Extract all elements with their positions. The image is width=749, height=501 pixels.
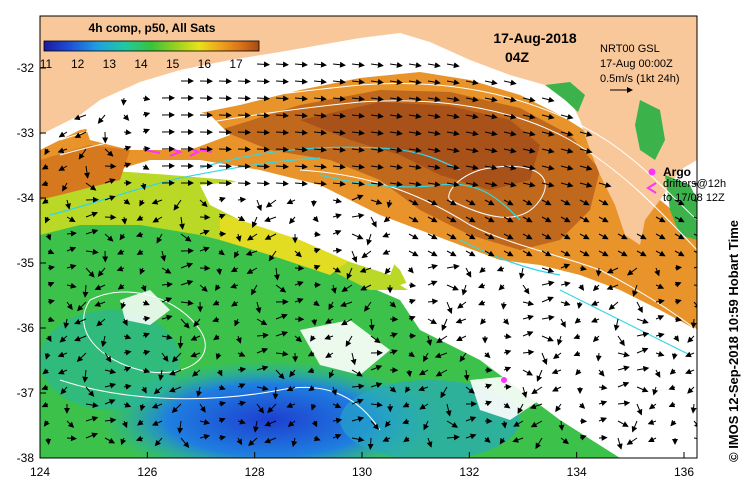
current-vector xyxy=(257,166,269,167)
current-vector xyxy=(238,132,250,133)
y-tick-label: -35 xyxy=(17,256,35,270)
x-tick-label: 128 xyxy=(245,465,265,479)
y-tick-label: -34 xyxy=(17,191,35,205)
y-tick-label: -38 xyxy=(17,451,35,465)
current-vector xyxy=(238,183,250,184)
colorbar-tick-label: 13 xyxy=(103,57,117,71)
colorbar-tick-label: 11 xyxy=(40,57,53,71)
y-tick-label: -32 xyxy=(17,61,35,75)
colorbar-tick-label: 16 xyxy=(198,57,212,71)
info-model: NRT00 GSL xyxy=(600,43,660,55)
current-vector xyxy=(143,148,149,149)
colorbar-gradient xyxy=(44,41,259,51)
x-tick-label: 130 xyxy=(352,465,372,479)
current-vector xyxy=(257,183,269,184)
current-vector xyxy=(598,268,599,276)
drifter-legend-to: to 17/08 12Z xyxy=(663,192,725,204)
argo-float-marker xyxy=(501,377,507,383)
current-vector xyxy=(370,438,371,449)
current-vector xyxy=(238,81,250,82)
current-vector xyxy=(503,302,504,309)
y-tick-label: -37 xyxy=(17,386,35,400)
current-vector xyxy=(238,149,250,150)
info-scale: 0.5m/s (1kt 24h) xyxy=(600,73,679,85)
argo-legend-label: Argo xyxy=(663,165,691,179)
x-tick-label: 126 xyxy=(137,465,157,479)
x-tick-label: 134 xyxy=(567,465,587,479)
current-vector xyxy=(675,267,681,268)
current-vector xyxy=(238,166,250,167)
current-vector xyxy=(238,98,250,99)
current-vector xyxy=(257,149,269,150)
y-tick-label: -36 xyxy=(17,321,35,335)
current-vector xyxy=(257,115,269,116)
plot-area xyxy=(40,16,697,480)
map-time: 04Z xyxy=(505,49,530,65)
argo-legend-marker xyxy=(649,169,656,176)
colorbar-tick-label: 14 xyxy=(134,57,148,71)
x-tick-label: 136 xyxy=(674,465,694,479)
info-valid-time: 17-Aug 00:00Z xyxy=(600,58,673,70)
x-tick-label: 132 xyxy=(459,465,479,479)
current-vector xyxy=(48,438,49,444)
current-vector xyxy=(123,98,124,105)
map-date: 17-Aug-2018 xyxy=(493,30,576,46)
colorbar-tick-label: 17 xyxy=(229,57,243,71)
colorbar-title: 4h comp, p50, All Sats xyxy=(89,21,216,35)
x-tick-label: 124 xyxy=(30,465,50,479)
colorbar-tick-label: 12 xyxy=(71,57,85,71)
current-vector xyxy=(257,81,269,82)
credit-text: © IMOS 12-Sep-2018 10:59 Hobart Time xyxy=(726,220,741,462)
current-vector xyxy=(257,132,269,133)
y-tick-label: -33 xyxy=(17,126,35,140)
colorbar-tick-label: 15 xyxy=(166,57,180,71)
current-vector xyxy=(67,438,76,439)
current-vector xyxy=(257,98,269,99)
current-vector xyxy=(257,64,269,65)
current-vector xyxy=(238,115,250,116)
drifter-legend-label: drifters@12h xyxy=(663,178,726,190)
current-vector xyxy=(313,200,314,206)
